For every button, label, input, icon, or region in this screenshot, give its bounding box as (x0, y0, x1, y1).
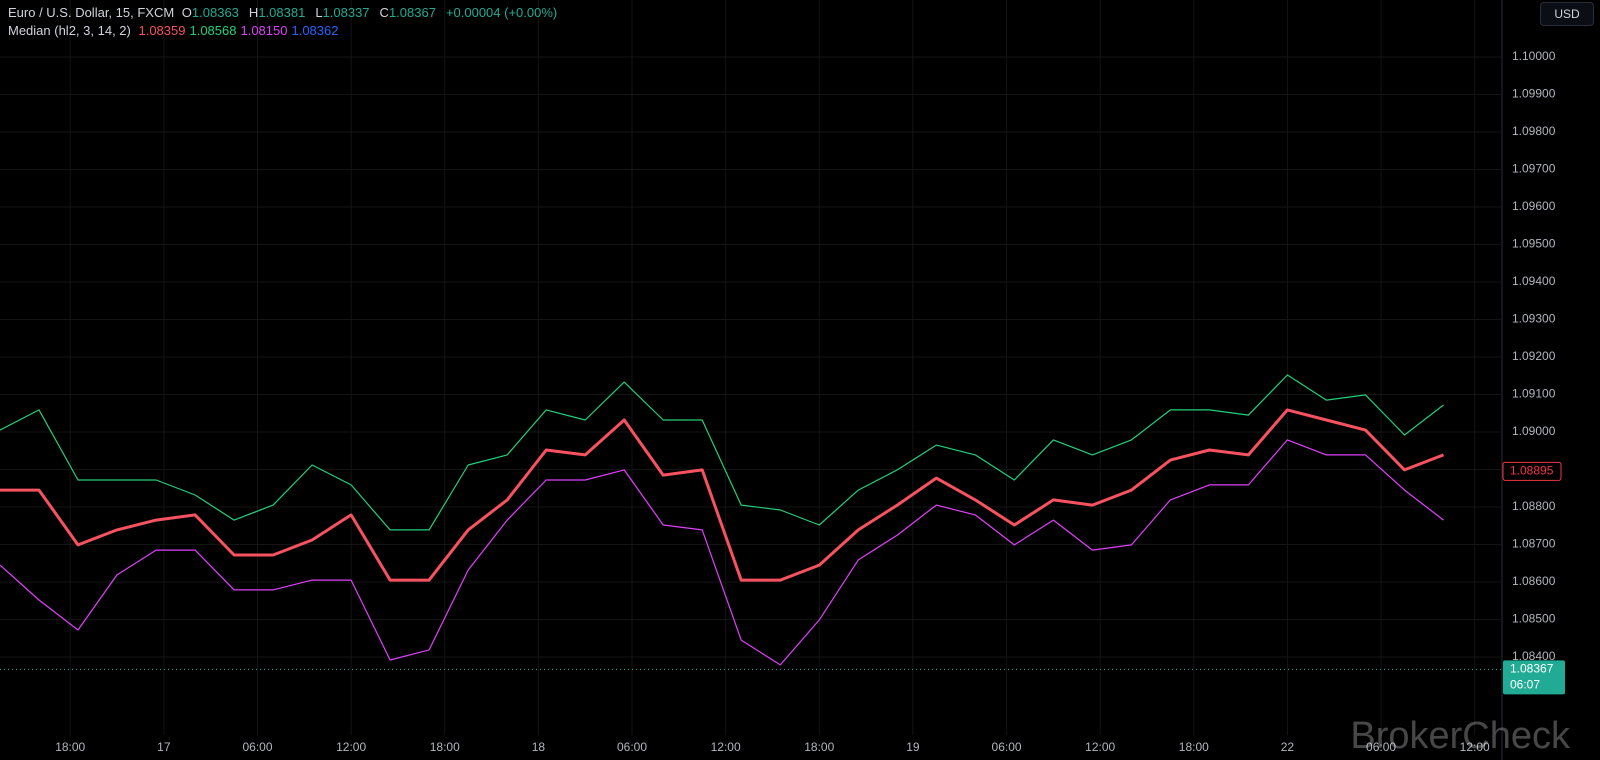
indicator-value: 1.08359 (138, 23, 186, 38)
change: +0.00004 (+0.00%) (445, 5, 558, 20)
grid (0, 0, 1502, 735)
x-tick-label: 12:00 (1085, 740, 1115, 754)
ohlc-value: 1.08337 (322, 5, 370, 20)
x-tick-label: 18:00 (430, 740, 460, 754)
price-tag-value: 1.08367 (1510, 662, 1554, 676)
y-tick-label: 1.09100 (1512, 387, 1556, 401)
ohlc-item: H1.08381 (249, 5, 309, 20)
y-tick-label: 1.10000 (1512, 49, 1556, 63)
x-tick-label: 06:00 (1366, 740, 1396, 754)
indicator-value: 1.08362 (291, 23, 339, 38)
y-tick-label: 1.09900 (1512, 87, 1556, 101)
symbol: Euro / U.S. Dollar, 15, FXCM (8, 5, 175, 20)
x-tick-label: 12:00 (336, 740, 366, 754)
x-tick-label: 18:00 (804, 740, 834, 754)
ohlc-item: C1.08367 (380, 5, 440, 20)
y-tick-label: 1.08800 (1512, 499, 1556, 513)
indicator-row: Median (hl2, 3, 14, 2) 1.08359 1.08568 1.0… (8, 22, 561, 40)
legend: Euro / U.S. Dollar, 15, FXCM O1.08363 H1.… (8, 4, 561, 40)
ohlc-item: O1.08363 (182, 5, 243, 20)
y-tick-label: 1.09300 (1512, 312, 1556, 326)
indicator-name: Median (hl2, 3, 14, 2) (8, 23, 131, 38)
x-tick-label: 12:00 (1460, 740, 1490, 754)
watermark: BrokerCheck (1350, 715, 1570, 757)
x-tick-label: 18:00 (1179, 740, 1209, 754)
price-tag (1503, 660, 1565, 695)
y-tick-label: 1.09200 (1512, 349, 1556, 363)
x-tick-label: 17 (157, 740, 171, 754)
price-tag (1502, 461, 1562, 481)
y-tick-label: 1.09000 (1512, 424, 1556, 438)
symbol-row: Euro / U.S. Dollar, 15, FXCM O1.08363 H1.… (8, 4, 561, 22)
x-tick-label: 06:00 (992, 740, 1022, 754)
x-tick-label: 19 (906, 740, 920, 754)
indicator-value: 1.08150 (240, 23, 288, 38)
ohlc-label: L (315, 5, 323, 20)
currency-button[interactable]: USD (1540, 2, 1594, 26)
y-tick-label: 1.09400 (1512, 274, 1556, 288)
series-line (0, 439, 1444, 666)
ohlc-label: O (181, 5, 192, 20)
ohlc-label: C (379, 5, 389, 20)
y-tick-label: 1.09500 (1512, 237, 1556, 251)
x-tick-label: 22 (1281, 740, 1295, 754)
y-tick-label: 1.09600 (1512, 199, 1556, 213)
ohlc-value: 1.08363 (191, 5, 239, 20)
x-tick-label: 12:00 (711, 740, 741, 754)
series-line (0, 408, 1445, 582)
indicator-value: 1.08568 (189, 23, 237, 38)
price-tag-value: 1.08895 (1510, 464, 1554, 478)
price-tag-time: 06:07 (1510, 678, 1540, 692)
y-tick-label: 1.08700 (1512, 537, 1556, 551)
ohlc-label: H (248, 5, 259, 20)
x-tick-label: 18:00 (55, 740, 85, 754)
y-tick-label: 1.09800 (1512, 124, 1556, 138)
price-axis-bg (1502, 0, 1600, 760)
x-tick-label: 18 (532, 740, 546, 754)
y-tick-label: 1.08600 (1512, 574, 1556, 588)
series-line (0, 374, 1444, 531)
ohlc-item: L1.08337 (315, 5, 373, 20)
x-tick-label: 06:00 (242, 740, 272, 754)
ohlc-value: 1.08367 (388, 5, 436, 20)
x-tick-label: 06:00 (617, 740, 647, 754)
ohlc-value: 1.08381 (258, 5, 306, 20)
y-tick-label: 1.08500 (1512, 612, 1556, 626)
y-tick-label: 1.09700 (1512, 162, 1556, 176)
y-tick-label: 1.08400 (1512, 649, 1556, 663)
